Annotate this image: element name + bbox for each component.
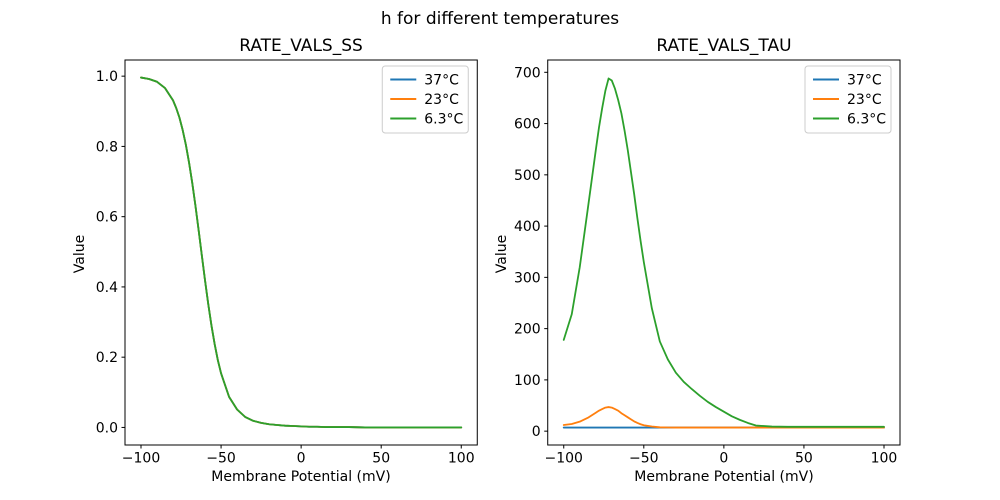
y-tick-label: 400 [514, 219, 541, 235]
legend-label-37: 37°C [847, 73, 882, 89]
series-line-6.3 [140, 76, 463, 429]
x-tick-label: 0 [297, 451, 306, 467]
y-tick-label: 0 [532, 424, 541, 440]
legend-box [804, 65, 892, 134]
y-tick-label: 0.0 [96, 420, 118, 436]
legend-label-6.3: 6.3°C [424, 112, 463, 128]
x-tick-label: 0 [719, 451, 728, 467]
y-tick-label: 1.0 [96, 69, 118, 85]
x-tick-label: −50 [206, 451, 236, 467]
subplot-ss: −100 −50 0 50 100 0.0 0.2 0.4 0.6 0.8 1.0 37°C 23°C 6… [96, 59, 478, 467]
x-tick-label: 50 [795, 451, 813, 467]
x-tick-label: −100 [545, 451, 583, 467]
x-tick-label: 100 [871, 451, 898, 467]
y-tick-label: 0.8 [96, 139, 118, 155]
y-axis-label-tau: Value [494, 234, 510, 274]
x-axis-label-ss: Membrane Potential (mV) [211, 469, 391, 485]
y-tick-label: 600 [514, 117, 541, 133]
y-tick-label: 300 [514, 270, 541, 286]
legend-box [381, 65, 469, 134]
x-tick-label: −100 [122, 451, 160, 467]
subplot-title-tau: RATE_VALS_TAU [656, 36, 792, 56]
x-tick-label: 100 [448, 451, 475, 467]
series-line-23 [562, 406, 885, 429]
series-line-6.3 [562, 77, 885, 428]
y-tick-label: 0.2 [96, 350, 118, 366]
legend-label-23: 23°C [424, 92, 459, 108]
legend-label-23: 23°C [847, 92, 882, 108]
figure-title: h for different temperatures [380, 9, 620, 29]
legend-label-6.3: 6.3°C [847, 112, 886, 128]
y-tick-label: 500 [514, 168, 541, 184]
x-tick-label: −50 [629, 451, 659, 467]
subplot-title-ss: RATE_VALS_SS [239, 36, 363, 56]
y-axis-label-ss: Value [72, 234, 88, 274]
y-tick-label: 100 [514, 373, 541, 389]
y-tick-label: 0.4 [96, 280, 118, 296]
y-tick-label: 0.6 [96, 210, 118, 226]
y-tick-label: 700 [514, 65, 541, 81]
y-tick-label: 200 [514, 322, 541, 338]
legend-label-37: 37°C [424, 73, 459, 89]
x-axis-label-tau: Membrane Potential (mV) [634, 469, 814, 485]
subplot-tau: −100 −50 0 50 100 0 100 200 300 400 500 600 700 37°C 2… [514, 59, 901, 467]
x-tick-label: 50 [372, 451, 390, 467]
